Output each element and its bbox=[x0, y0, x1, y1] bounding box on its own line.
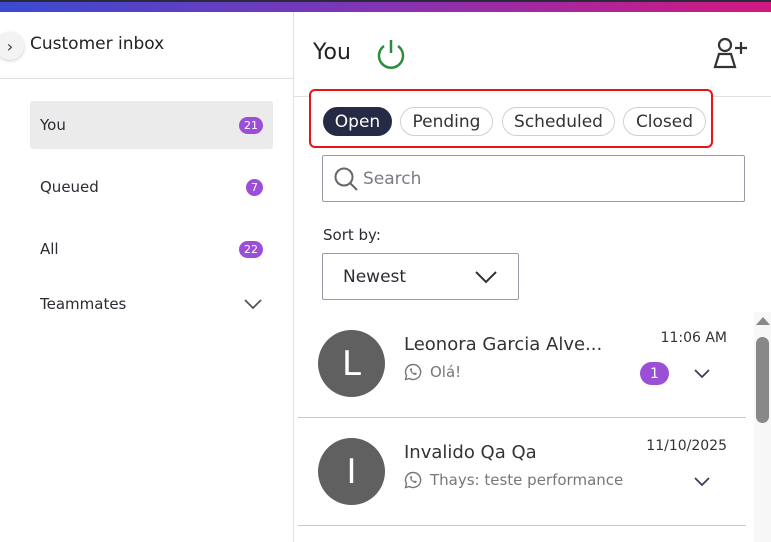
timestamp: 11/10/2025 bbox=[646, 438, 727, 454]
tab-pending[interactable]: Pending bbox=[400, 107, 493, 136]
tab-open[interactable]: Open bbox=[323, 107, 392, 136]
chevron-right-icon: › bbox=[6, 36, 14, 56]
chevron-down-icon[interactable] bbox=[692, 470, 712, 494]
unread-badge: 1 bbox=[640, 362, 669, 385]
search-icon bbox=[334, 167, 358, 191]
sort-label: Sort by: bbox=[323, 226, 381, 244]
conversation-item[interactable]: I Invalido Qa Qa Thays: teste performanc… bbox=[298, 418, 746, 526]
search-input[interactable]: Search bbox=[322, 155, 745, 202]
status-tabs: Open Pending Scheduled Closed bbox=[309, 89, 713, 148]
power-icon[interactable] bbox=[375, 38, 407, 70]
sidebar-item-you[interactable]: You 21 bbox=[30, 101, 273, 149]
count-badge: 22 bbox=[239, 240, 263, 258]
whatsapp-icon bbox=[404, 363, 422, 381]
sidebar-item-label: Teammates bbox=[40, 295, 127, 313]
sidebar-item-teammates[interactable]: Teammates bbox=[30, 280, 273, 328]
message-preview: Thays: teste performance bbox=[430, 471, 624, 489]
sidebar-item-queued[interactable]: Queued 7 bbox=[30, 163, 273, 211]
avatar: I bbox=[318, 438, 385, 505]
sidebar-item-all[interactable]: All 22 bbox=[30, 225, 273, 273]
chevron-down-icon[interactable] bbox=[692, 362, 712, 386]
chevron-down-icon bbox=[244, 299, 262, 310]
contact-name: Invalido Qa Qa bbox=[404, 442, 537, 463]
whatsapp-icon bbox=[404, 471, 422, 489]
sidebar-item-label: Queued bbox=[40, 178, 99, 196]
sidebar-header: › Customer inbox bbox=[0, 12, 293, 79]
scroll-up-arrow-icon[interactable] bbox=[756, 317, 770, 325]
chevron-down-icon bbox=[475, 270, 497, 283]
count-badge: 7 bbox=[246, 178, 263, 196]
sidebar: › Customer inbox You 21 Queued 7 All 22 Tea… bbox=[0, 12, 294, 542]
sidebar-item-label: You bbox=[40, 116, 66, 134]
scrollbar[interactable] bbox=[754, 312, 771, 542]
top-gradient-bar bbox=[0, 0, 771, 12]
search-placeholder: Search bbox=[363, 168, 422, 189]
page-title: You bbox=[313, 40, 351, 65]
add-user-icon[interactable] bbox=[711, 36, 751, 70]
sidebar-title: Customer inbox bbox=[30, 34, 165, 54]
conversation-list-header: You bbox=[294, 12, 771, 97]
sidebar-item-label: All bbox=[40, 240, 59, 258]
avatar: L bbox=[318, 330, 385, 397]
count-badge: 21 bbox=[239, 116, 263, 134]
sort-select[interactable]: Newest bbox=[322, 253, 519, 300]
tab-scheduled[interactable]: Scheduled bbox=[502, 107, 615, 136]
scrollbar-thumb[interactable] bbox=[756, 337, 769, 423]
conversation-item[interactable]: L Leonora Garcia Alve... Olá! 11:06 AM 1 bbox=[298, 310, 746, 418]
sort-value: Newest bbox=[343, 266, 407, 287]
expand-sidebar-button[interactable]: › bbox=[0, 32, 24, 60]
timestamp: 11:06 AM bbox=[660, 330, 727, 346]
message-preview: Olá! bbox=[430, 363, 462, 381]
tab-closed[interactable]: Closed bbox=[623, 107, 706, 136]
contact-name: Leonora Garcia Alve... bbox=[404, 334, 603, 355]
